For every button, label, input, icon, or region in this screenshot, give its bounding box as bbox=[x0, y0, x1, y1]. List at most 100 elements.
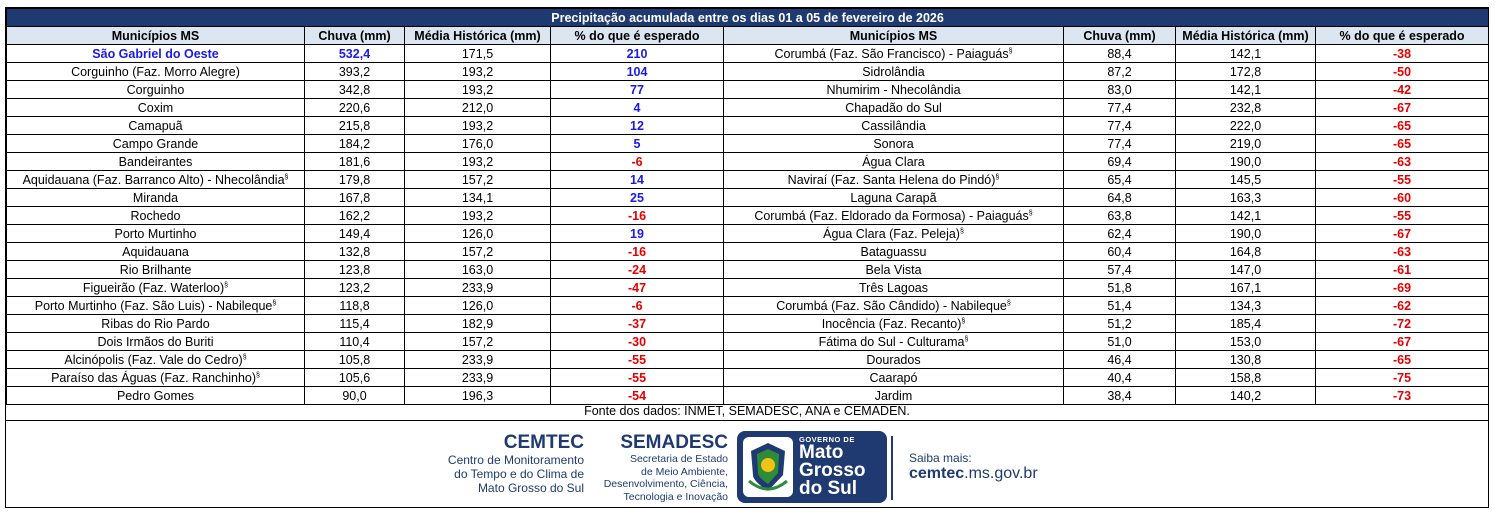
media-cell: 171,5 bbox=[404, 44, 551, 63]
municipio-cell: Dois Irmãos do Buriti bbox=[6, 332, 305, 351]
municipio-cell: Figueirão (Faz. Waterloo)§ bbox=[6, 278, 305, 297]
municipio-cell-text: Caarapó bbox=[869, 370, 918, 385]
gov-label: GOVERNO DE bbox=[799, 435, 855, 444]
municipio-cell: Naviraí (Faz. Santa Helena do Pindó)§ bbox=[723, 170, 1064, 189]
chuva-cell-text: 63,8 bbox=[1107, 208, 1132, 223]
chuva-cell: 184,2 bbox=[304, 134, 405, 153]
chuva-cell: 215,8 bbox=[304, 116, 405, 135]
chuva-cell: 51,4 bbox=[1063, 296, 1176, 315]
chuva-cell: 62,4 bbox=[1063, 224, 1176, 243]
pct-cell: -75 bbox=[1314, 368, 1490, 387]
media-cell: 193,2 bbox=[404, 62, 551, 81]
chuva-cell-text: 118,8 bbox=[339, 298, 370, 313]
media-cell: 193,2 bbox=[404, 206, 551, 225]
chuva-cell: 90,0 bbox=[304, 386, 405, 405]
chuva-cell-text: 83,0 bbox=[1107, 82, 1132, 97]
municipio-cell-text: Paraíso das Águas (Faz. Ranchinho) bbox=[51, 370, 257, 385]
media-cell: 163,3 bbox=[1175, 188, 1316, 207]
pct-cell: 4 bbox=[550, 98, 724, 117]
chuva-cell: 51,0 bbox=[1063, 332, 1176, 351]
municipio-cell: Miranda bbox=[6, 188, 305, 207]
municipio-cell: Paraíso das Águas (Faz. Ranchinho)§ bbox=[6, 368, 305, 387]
chuva-cell: 51,8 bbox=[1063, 278, 1176, 297]
chuva-cell-text: 132,8 bbox=[338, 244, 371, 259]
pct-cell-text: -42 bbox=[1392, 82, 1412, 97]
precipitation-table: Precipitação acumulada entre os dias 01 … bbox=[5, 8, 1490, 405]
col-header-chuva: Chuva (mm) bbox=[1063, 26, 1176, 45]
municipio-cell: Laguna Carapã bbox=[723, 188, 1064, 207]
pct-cell-text: -67 bbox=[1392, 100, 1412, 115]
chuva-cell-text: 162,2 bbox=[338, 208, 371, 223]
semadesc-logo: SEMADESC Secretaria de Estado de Meio Am… bbox=[598, 433, 728, 503]
chuva-cell: 532,4 bbox=[304, 44, 405, 63]
media-cell: 145,5 bbox=[1175, 170, 1316, 189]
media-cell: 142,1 bbox=[1175, 44, 1316, 63]
media-cell-text: 157,2 bbox=[461, 172, 494, 187]
municipio-cell: Aquidauana bbox=[6, 242, 305, 261]
media-cell: 233,9 bbox=[404, 368, 551, 387]
semadesc-line: de Meio Ambiente, bbox=[641, 465, 728, 478]
media-cell-text: 171,5 bbox=[461, 46, 494, 61]
municipio-cell: Ribas do Rio Pardo bbox=[6, 314, 305, 333]
municipio-cell-text: Ribas do Rio Pardo bbox=[101, 316, 210, 331]
chuva-cell-text: 69,4 bbox=[1107, 154, 1132, 169]
chuva-cell: 110,4 bbox=[304, 332, 405, 351]
media-cell-text: 126,0 bbox=[461, 298, 494, 313]
chuva-cell-text: 105,8 bbox=[338, 352, 371, 367]
media-cell: 182,9 bbox=[404, 314, 551, 333]
media-cell: 157,2 bbox=[404, 170, 551, 189]
municipio-cell-text: Laguna Carapã bbox=[850, 190, 937, 205]
pct-cell-text: -55 bbox=[1392, 208, 1412, 223]
media-cell-text: 176,0 bbox=[461, 136, 494, 151]
col-header-pct: % do que é esperado bbox=[1314, 26, 1490, 45]
media-cell: 126,0 bbox=[404, 296, 551, 315]
municipio-cell-text: Dourados bbox=[866, 352, 921, 367]
media-cell-text: 193,2 bbox=[461, 82, 494, 97]
semadesc-line: Secretaria de Estado bbox=[629, 453, 728, 465]
chuva-cell: 46,4 bbox=[1063, 350, 1176, 369]
pct-cell: -54 bbox=[550, 386, 724, 405]
gov-line: Grosso bbox=[799, 460, 866, 481]
media-cell-text: 142,1 bbox=[1229, 46, 1262, 61]
municipio-cell: Fátima do Sul - Culturama§ bbox=[723, 332, 1064, 351]
municipio-cell: Corumbá (Faz. São Francisco) - Paiaguás§ bbox=[723, 44, 1064, 63]
pct-cell: -37 bbox=[550, 314, 724, 333]
media-cell-text: 222,0 bbox=[1229, 118, 1262, 133]
website-link[interactable]: cemtec.ms.gov.br bbox=[909, 465, 1038, 483]
table-row: Porto Murtinho (Faz. São Luis) - Nabileq… bbox=[6, 296, 1490, 315]
municipio-cell: Três Lagoas bbox=[723, 278, 1064, 297]
media-cell: 172,8 bbox=[1175, 62, 1316, 81]
pct-cell: -16 bbox=[550, 242, 724, 261]
municipio-cell-text: Água Clara (Faz. Peleja) bbox=[823, 226, 960, 241]
municipio-cell-text: Corguinho (Faz. Morro Alegre) bbox=[71, 64, 240, 79]
col-header-municipio: Municípios MS bbox=[723, 26, 1064, 45]
municipio-cell-text: Chapadão do Sul bbox=[845, 100, 942, 115]
gov-line: Mato bbox=[799, 442, 844, 463]
pct-cell: -55 bbox=[1314, 170, 1490, 189]
pct-cell-text: -65 bbox=[1392, 118, 1412, 133]
media-cell-text: 182,9 bbox=[461, 316, 494, 331]
media-cell-text: 167,1 bbox=[1229, 280, 1262, 295]
chuva-cell-text: 115,4 bbox=[339, 316, 370, 331]
pct-cell: 14 bbox=[550, 170, 724, 189]
footnote-mark: § bbox=[964, 335, 969, 343]
header-row: Municípios MS Chuva (mm) Média Histórica… bbox=[6, 26, 1490, 45]
municipio-cell: Campo Grande bbox=[6, 134, 305, 153]
col-header-municipio: Municípios MS bbox=[6, 26, 305, 45]
footer-logos: CEMTEC Centro de Monitoramento do Tempo … bbox=[6, 421, 1488, 508]
municipio-cell: São Gabriel do Oeste bbox=[6, 44, 305, 63]
col-header-chuva: Chuva (mm) bbox=[304, 26, 405, 45]
municipio-cell-text: Corumbá (Faz. São Cândido) - Nabileque bbox=[776, 298, 1007, 313]
municipio-cell: Aquidauana (Faz. Barranco Alto) - Nhecol… bbox=[6, 170, 305, 189]
pct-cell-text: 77 bbox=[630, 82, 644, 97]
table-row: Ribas do Rio Pardo 115,4 182,9 -37 Inocência… bbox=[6, 314, 1490, 333]
chuva-cell-text: 123,8 bbox=[338, 262, 371, 277]
pct-cell-text: -54 bbox=[627, 388, 647, 403]
footnote-mark: § bbox=[959, 227, 964, 235]
media-cell: 233,9 bbox=[404, 278, 551, 297]
pct-cell: -60 bbox=[1314, 188, 1490, 207]
municipio-cell: Água Clara bbox=[723, 152, 1064, 171]
pct-cell-text: -55 bbox=[1392, 172, 1412, 187]
chuva-cell-text: 149,4 bbox=[338, 226, 371, 241]
chuva-cell: 51,2 bbox=[1063, 314, 1176, 333]
